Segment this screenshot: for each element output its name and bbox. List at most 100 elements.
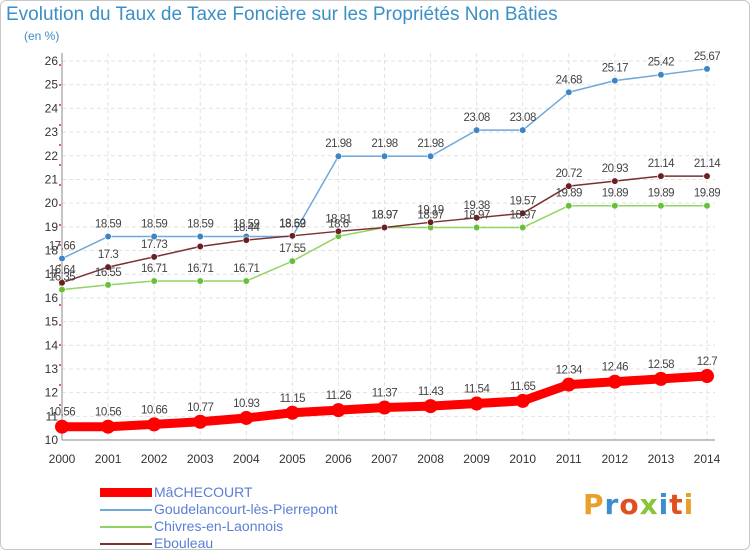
data-label: 11.65	[510, 381, 536, 393]
data-point	[700, 369, 714, 384]
data-label: 17.66	[49, 241, 75, 253]
data-point	[285, 405, 300, 420]
y-tick-label: 22	[45, 149, 59, 163]
logo-letter: i	[683, 488, 695, 521]
data-label: 18.6	[328, 218, 348, 230]
y-tick-label: 12	[45, 386, 59, 400]
data-label: 16.35	[49, 272, 75, 284]
data-point	[657, 71, 665, 79]
data-label: 16.71	[141, 263, 167, 275]
data-label: 18.59	[279, 219, 305, 231]
chart-legend: MâCHECOURT Goudelancourt-lès-Pierrepont Ch…	[100, 484, 338, 552]
data-label: 11.26	[326, 390, 352, 402]
legend-swatch	[100, 542, 152, 545]
data-label: 18.59	[95, 219, 121, 231]
data-label: 21.14	[694, 158, 721, 170]
y-tick-label: 10	[45, 433, 59, 447]
data-point	[611, 202, 619, 210]
data-point	[380, 223, 389, 232]
data-point	[561, 377, 576, 392]
data-label: 19.57	[510, 195, 536, 207]
data-label: 20.93	[602, 163, 628, 175]
data-point	[473, 223, 481, 232]
y-tick-label: 13	[45, 362, 59, 376]
x-tick-label: 2012	[602, 452, 629, 466]
x-tick-label: 2002	[141, 452, 168, 466]
legend-swatch	[100, 525, 152, 528]
data-label: 16.55	[95, 267, 121, 279]
data-label: 19.38	[464, 200, 490, 212]
data-point	[242, 236, 250, 244]
legend-swatch	[100, 508, 152, 511]
data-label: 25.17	[602, 63, 628, 75]
x-tick-label: 2001	[95, 452, 122, 466]
data-label: 21.98	[325, 138, 351, 150]
y-tick-label: 21	[45, 172, 59, 186]
data-label: 10.56	[49, 407, 75, 419]
data-point	[519, 223, 527, 232]
data-label: 24.68	[556, 74, 582, 86]
y-tick-label: 20	[45, 196, 59, 210]
data-point	[196, 277, 204, 285]
logo-letter: x	[639, 488, 659, 521]
data-label: 16.64	[49, 265, 76, 277]
x-tick-label: 2006	[325, 452, 352, 466]
y-tick-label: 14	[45, 338, 59, 352]
logo-letter: t	[669, 488, 684, 521]
data-point	[703, 172, 711, 180]
data-point	[104, 232, 112, 241]
data-label: 18.97	[371, 210, 397, 222]
data-point	[196, 242, 204, 251]
data-point	[611, 77, 619, 85]
data-label: 10.66	[141, 404, 167, 416]
data-point	[607, 374, 622, 389]
data-label: 18.97	[417, 210, 443, 222]
data-point	[611, 177, 619, 185]
data-point	[519, 126, 527, 134]
logo-letter: o	[619, 488, 640, 521]
data-label: 18.59	[141, 219, 167, 231]
y-tick-label: 23	[45, 125, 59, 139]
data-label: 11.37	[372, 388, 398, 400]
data-point	[423, 399, 438, 414]
x-tick-label: 2000	[49, 452, 76, 466]
data-point	[150, 253, 158, 261]
logo-letter: r	[604, 488, 620, 521]
data-point	[703, 202, 711, 210]
data-point	[147, 417, 162, 432]
data-point	[58, 285, 66, 294]
y-tick-label: 15	[45, 315, 59, 329]
data-label: 19.89	[556, 188, 582, 200]
data-point	[58, 279, 66, 287]
data-point	[565, 202, 573, 210]
data-point	[334, 152, 343, 160]
plot-area	[62, 53, 715, 440]
data-point	[150, 232, 158, 241]
y-tick-label: 19	[45, 220, 59, 234]
data-label: 23.08	[510, 112, 536, 124]
data-label: 25.42	[648, 57, 674, 69]
data-label: 16.71	[187, 263, 213, 275]
data-point	[193, 414, 208, 429]
data-label: 20.72	[556, 168, 582, 180]
data-label: 12.58	[648, 359, 674, 371]
data-point	[426, 152, 435, 160]
y-tick-label: 26	[45, 54, 59, 68]
data-point	[239, 410, 254, 425]
data-label: 18.59	[187, 219, 213, 231]
data-point	[473, 214, 481, 222]
data-label: 12.7	[697, 356, 717, 368]
data-point	[380, 152, 389, 160]
legend-item: MâCHECOURT	[100, 484, 338, 501]
data-label: 19.89	[648, 188, 674, 200]
y-tick-label: 16	[45, 291, 59, 305]
data-label: 18.97	[371, 210, 397, 222]
legend-label: Ebouleau	[154, 535, 214, 551]
data-point	[377, 400, 392, 415]
data-point	[565, 182, 573, 190]
legend-item: Goudelancourt-lès-Pierrepont	[100, 501, 338, 518]
legend-label: Goudelancourt-lès-Pierrepont	[154, 501, 338, 517]
data-point	[426, 218, 435, 226]
data-point	[58, 254, 66, 263]
data-label: 17.73	[141, 239, 167, 251]
